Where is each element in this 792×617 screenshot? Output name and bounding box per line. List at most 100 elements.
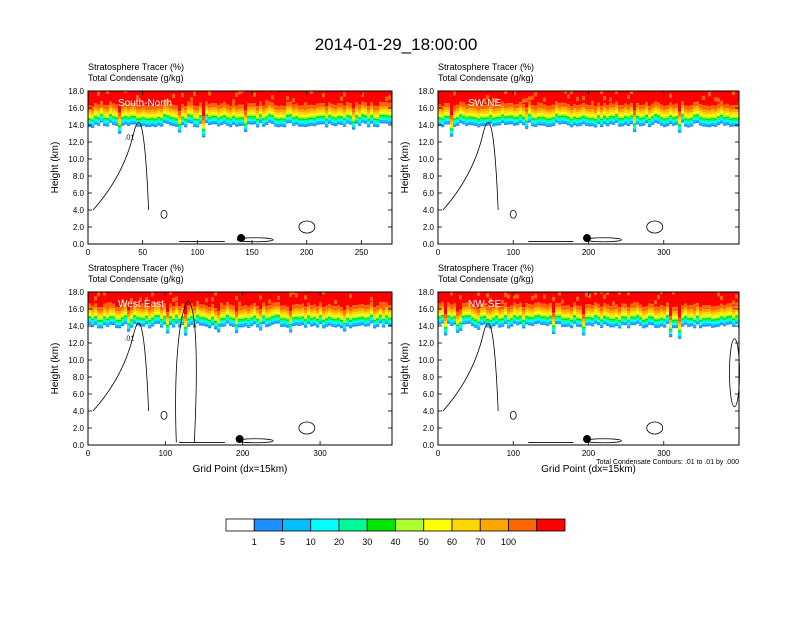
tracer-cell (331, 118, 335, 121)
tracer-cell (438, 119, 442, 121)
tracer-cell (501, 316, 505, 319)
tracer-cell (193, 112, 197, 116)
tracer-cell (537, 115, 541, 117)
tracer-cell (166, 109, 170, 113)
tracer-cell (618, 105, 622, 110)
tracer-cell (528, 315, 532, 317)
tracer-cell (370, 111, 374, 114)
tracer-cell (579, 292, 583, 306)
tracer-cell (687, 292, 691, 306)
tracer-cell (501, 305, 505, 310)
tracer-cell (178, 122, 182, 125)
tracer-cell (615, 314, 619, 316)
tracer-cell (328, 91, 332, 103)
tracer-cell (355, 118, 359, 121)
tracer-cell (582, 122, 586, 125)
tracer-cell (250, 112, 254, 115)
tracer-cell (489, 91, 493, 103)
tracer-cell (522, 318, 526, 320)
tracer-cell (349, 326, 353, 329)
tracer-cell (283, 309, 287, 313)
tracer-cell (214, 317, 218, 320)
tracer-cell (358, 322, 362, 325)
tracer-cell (663, 324, 667, 326)
tracer-cell (525, 111, 529, 115)
tracer-cell (585, 311, 589, 314)
tracer-cell (522, 325, 526, 327)
tracer-cell (585, 91, 589, 105)
tracer-cell (97, 292, 101, 297)
tracer-cell (199, 292, 203, 305)
tracer-cell (112, 113, 116, 115)
tracer-cell (477, 292, 481, 296)
tracer-cell (361, 316, 365, 319)
tracer-cell (639, 121, 643, 123)
tracer-cell (262, 121, 266, 124)
tracer-cell (705, 318, 709, 320)
tracer-cell (280, 116, 284, 119)
tracer-cell (100, 292, 104, 308)
tracer-cell (606, 311, 610, 315)
tracer-cell (522, 104, 526, 109)
tracer-cell (124, 119, 128, 122)
tracer-cell (133, 311, 137, 314)
tracer-cell (229, 125, 233, 128)
tracer-cell (100, 112, 104, 115)
tracer-cell (199, 115, 203, 118)
tracer-cell (678, 326, 682, 329)
tracer-cell (639, 320, 643, 323)
tracer-cell (621, 105, 625, 110)
tracer-cell (346, 314, 350, 317)
tracer-cell (211, 112, 215, 115)
tracer-cell (289, 116, 293, 118)
tracer-cell (450, 119, 454, 123)
tracer-cell (103, 318, 107, 320)
tracer-cell (352, 309, 356, 313)
tracer-cell (109, 119, 113, 122)
tracer-cell (597, 303, 601, 309)
y-tick-label: 18.0 (418, 87, 434, 96)
contour-line (175, 299, 197, 443)
tracer-cell (516, 315, 520, 317)
tracer-cell (154, 118, 158, 121)
tracer-cell (247, 317, 251, 320)
tracer-cell (391, 122, 392, 125)
tracer-cell (642, 118, 646, 121)
tracer-cell (208, 323, 212, 325)
tracer-cell (699, 321, 703, 324)
tracer-cell (546, 123, 550, 126)
tracer-cell (498, 292, 502, 307)
tracer-cell (295, 116, 299, 119)
tracer-cell (732, 114, 736, 117)
contour-line (298, 421, 316, 435)
tracer-cell (624, 107, 628, 111)
tracer-cell (597, 321, 601, 324)
tracer-cell (543, 113, 547, 116)
tracer-cell (621, 314, 625, 317)
tracer-cell (654, 91, 658, 102)
tracer-cell (648, 125, 652, 128)
tracer-cell (468, 91, 472, 104)
tracer-cell (714, 120, 718, 122)
tracer-cell (459, 119, 463, 122)
tracer-cell (223, 305, 227, 310)
tracer-cell (199, 118, 203, 121)
tracer-cell (450, 292, 454, 296)
tracer-cell (319, 122, 323, 125)
tracer-cell (307, 105, 311, 110)
tracer-cell (190, 318, 194, 320)
tracer-cell (459, 319, 463, 321)
tracer-cell (474, 104, 478, 109)
tracer-cell (726, 123, 730, 126)
tracer-cell (226, 321, 230, 324)
tracer-cell (651, 116, 655, 119)
tracer-cell (280, 325, 284, 328)
tracer-cell (717, 292, 721, 306)
tracer-cell (229, 91, 233, 106)
tracer-cell (163, 303, 167, 308)
tracer-cell (603, 319, 607, 321)
tracer-cell (582, 325, 586, 328)
tracer-cell (684, 310, 688, 313)
tracer-cell (510, 316, 514, 319)
tracer-cell (340, 113, 344, 115)
